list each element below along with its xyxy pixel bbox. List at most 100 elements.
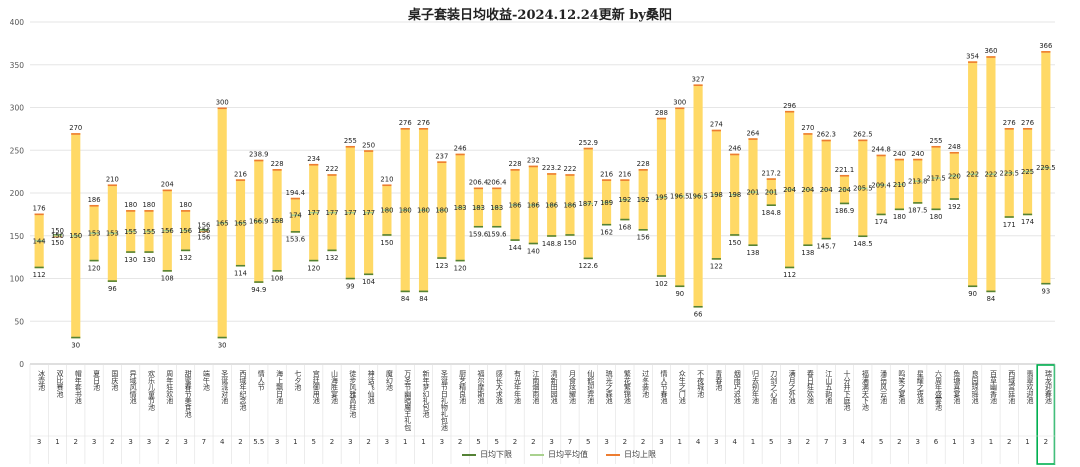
upper-value-label: 216 xyxy=(600,170,613,178)
lower-value-label: 192 xyxy=(948,203,961,211)
lower-cap xyxy=(583,257,593,260)
count-label: 3 xyxy=(128,438,132,446)
upper-cap xyxy=(181,210,191,212)
avg-marker xyxy=(913,180,923,183)
lower-value-label: 180 xyxy=(930,213,943,221)
avg-value-label: 209.4 xyxy=(871,181,890,189)
lower-value-label: 168 xyxy=(618,223,631,231)
upper-value-label: 274 xyxy=(710,121,723,129)
lower-cap xyxy=(968,285,978,288)
upper-cap xyxy=(272,169,282,171)
avg-marker xyxy=(601,201,612,204)
count-label: 3 xyxy=(549,438,553,446)
y-tick-label: 300 xyxy=(10,104,25,113)
category-label: 新年梦幻礼包池 xyxy=(422,369,430,417)
lower-cap xyxy=(272,270,282,272)
count-label: 2 xyxy=(641,438,645,446)
category-label: 月食炫耀池 xyxy=(568,370,576,404)
category-label: 圣诞派对池 xyxy=(221,370,229,404)
lower-cap xyxy=(217,336,227,339)
lower-cap xyxy=(711,258,721,260)
upper-value-label: 250 xyxy=(362,141,375,149)
lower-value-label: 120 xyxy=(88,264,101,272)
lower-cap xyxy=(162,270,172,272)
count-label: 5 xyxy=(311,438,315,446)
count-label: 2 xyxy=(165,438,169,446)
lower-cap xyxy=(181,249,191,252)
lower-cap xyxy=(510,239,520,241)
y-tick-label: 250 xyxy=(10,146,25,155)
count-label: 3 xyxy=(787,438,791,446)
upper-cap xyxy=(601,179,612,181)
lower-value-label: 112 xyxy=(783,271,796,279)
category-label: 徒步风雅高柱池 xyxy=(349,369,357,417)
lower-value-label: 30 xyxy=(218,341,227,349)
avg-value-label: 198 xyxy=(728,191,741,199)
avg-marker xyxy=(364,211,374,214)
upper-value-label: 232 xyxy=(527,157,540,165)
upper-value-label: 223.2 xyxy=(542,164,561,172)
lower-value-label: 159.6 xyxy=(469,231,488,239)
avg-marker xyxy=(711,193,721,196)
count-label: 1 xyxy=(403,438,407,446)
upper-cap xyxy=(785,110,795,113)
upper-value-label: 248 xyxy=(948,143,961,151)
avg-marker xyxy=(327,211,337,214)
lower-cap xyxy=(1004,216,1014,218)
category-label: 清新田园池 xyxy=(550,369,558,404)
avg-value-label: 155 xyxy=(124,228,137,236)
upper-value-label: 228 xyxy=(271,160,284,168)
avg-value-label: 180 xyxy=(435,207,448,215)
avg-marker xyxy=(162,229,172,232)
category-label: 端午池 xyxy=(202,369,210,390)
lower-value-label: 104 xyxy=(362,278,375,286)
legend-swatch-lower xyxy=(462,453,476,456)
avg-marker xyxy=(931,177,941,179)
upper-cap xyxy=(89,204,99,207)
count-label: 3 xyxy=(147,438,151,446)
category-label: 神话飞仙池 xyxy=(367,369,375,404)
upper-value-label: 216 xyxy=(618,170,631,178)
avg-marker xyxy=(968,173,978,175)
category-label: 鱼塘喜宴池 xyxy=(953,369,961,404)
upper-value-label: 270 xyxy=(69,124,82,132)
lower-value-label: 186.9 xyxy=(835,207,854,215)
count-label: 2 xyxy=(74,438,78,446)
category-label: 繁花繁锦池 xyxy=(623,369,631,404)
lower-value-label: 112 xyxy=(33,271,46,279)
lower-value-label: 84 xyxy=(987,295,996,303)
upper-cap xyxy=(290,197,300,200)
avg-value-label: 183 xyxy=(472,204,485,212)
count-label: 3 xyxy=(385,438,389,446)
avg-value-label: 180 xyxy=(399,207,412,215)
upper-value-label: 217.2 xyxy=(762,169,781,177)
avg-value-label: 177 xyxy=(362,209,375,217)
upper-value-label: 354 xyxy=(966,52,979,60)
upper-value-label: 221.1 xyxy=(835,166,854,174)
category-label: 冰壶池 xyxy=(38,369,46,390)
y-tick-label: 400 xyxy=(10,18,25,27)
lower-cap xyxy=(839,202,850,205)
upper-cap xyxy=(382,184,392,187)
category-label: 福尔摩斯池 xyxy=(477,369,485,404)
avg-value-label: 153 xyxy=(88,230,101,238)
avg-value-label: 156 xyxy=(197,227,210,235)
upper-cap xyxy=(730,153,740,156)
upper-cap xyxy=(364,150,374,152)
upper-cap xyxy=(693,84,703,87)
category-label: 双比赛池 xyxy=(56,370,64,397)
avg-value-label: 183 xyxy=(454,204,467,212)
count-label: 2 xyxy=(238,438,242,446)
lower-value-label: 120 xyxy=(454,264,467,272)
lower-cap xyxy=(89,259,99,262)
lower-value-label: 140 xyxy=(527,247,540,255)
upper-value-label: 246 xyxy=(728,145,741,153)
lower-value-label: 114 xyxy=(234,270,247,278)
avg-marker xyxy=(766,191,776,193)
avg-marker xyxy=(528,204,538,206)
y-tick-label: 350 xyxy=(10,61,25,70)
count-label: 1 xyxy=(1025,438,1029,446)
upper-value-label: 186 xyxy=(88,196,101,204)
avg-marker xyxy=(290,214,300,217)
